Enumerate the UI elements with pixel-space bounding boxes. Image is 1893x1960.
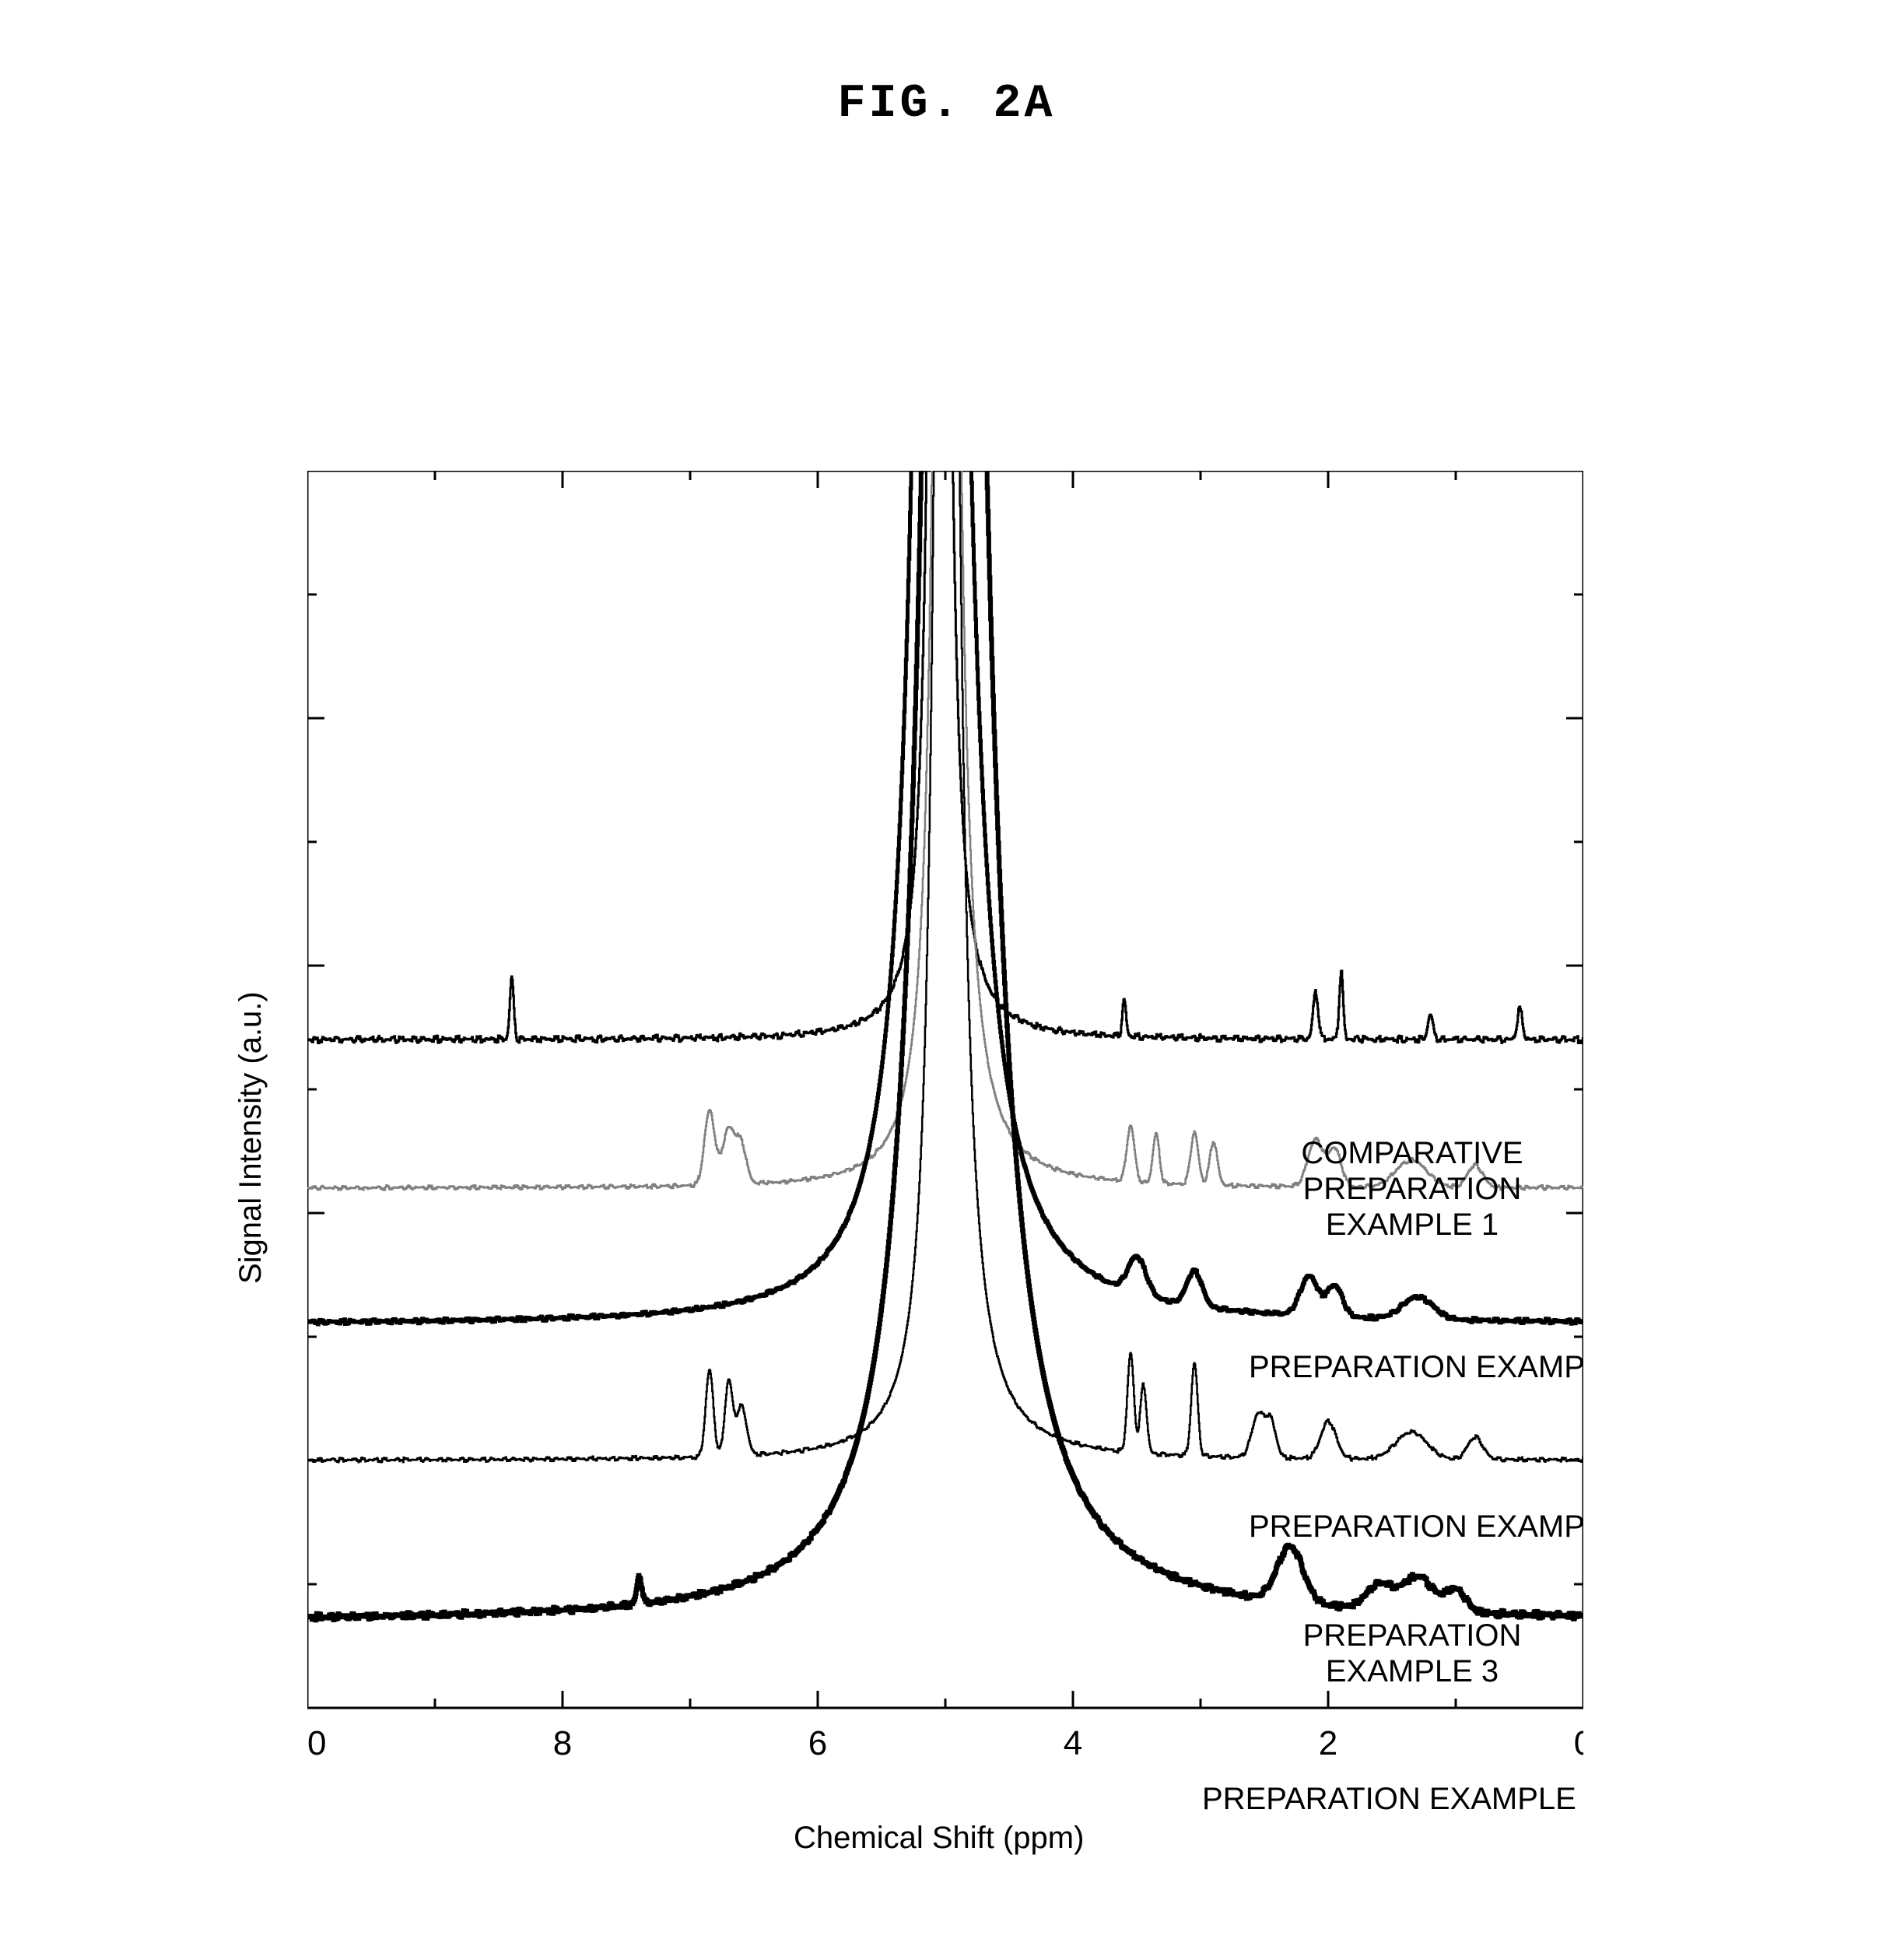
svg-text:EXAMPLE 1: EXAMPLE 1 bbox=[1326, 1208, 1499, 1242]
chart-container: 1086420COMPARATIVEPREPARATIONEXAMPLE 1PR… bbox=[307, 471, 1583, 1708]
nmr-chart: 1086420COMPARATIVEPREPARATIONEXAMPLE 1PR… bbox=[307, 471, 1583, 1817]
y-axis-label: Signal Intensity (a.u.) bbox=[233, 991, 268, 1284]
svg-text:8: 8 bbox=[553, 1724, 572, 1762]
series-label-0: COMPARATIVEPREPARATIONEXAMPLE 1 bbox=[1301, 1136, 1523, 1242]
series-label-2: PREPARATION EXAMPLE 2 bbox=[1249, 1509, 1583, 1544]
spectrum-0 bbox=[307, 471, 1583, 1043]
series-label-1: PREPARATION EXAMPLE 1 bbox=[1249, 1350, 1583, 1384]
svg-text:PREPARATION EXAMPLE 4: PREPARATION EXAMPLE 4 bbox=[1202, 1782, 1583, 1816]
series-label-4: PREPARATION EXAMPLE 4 bbox=[1202, 1782, 1583, 1816]
svg-text:10: 10 bbox=[307, 1724, 326, 1762]
svg-text:COMPARATIVE: COMPARATIVE bbox=[1301, 1136, 1523, 1170]
svg-text:2: 2 bbox=[1319, 1724, 1337, 1762]
svg-text:EXAMPLE 3: EXAMPLE 3 bbox=[1326, 1654, 1499, 1688]
x-axis-label: Chemical Shift (ppm) bbox=[794, 1821, 1084, 1856]
svg-text:0: 0 bbox=[1574, 1724, 1583, 1762]
spectrum-1 bbox=[307, 471, 1583, 1190]
svg-text:PREPARATION: PREPARATION bbox=[1303, 1618, 1522, 1653]
page-root: FIG. 2A 1086420COMPARATIVEPREPARATIONEXA… bbox=[0, 0, 1893, 1960]
svg-text:4: 4 bbox=[1064, 1724, 1082, 1762]
series-label-3: PREPARATIONEXAMPLE 3 bbox=[1303, 1618, 1522, 1688]
svg-text:PREPARATION EXAMPLE 1: PREPARATION EXAMPLE 1 bbox=[1249, 1350, 1583, 1384]
svg-text:PREPARATION EXAMPLE 2: PREPARATION EXAMPLE 2 bbox=[1249, 1509, 1583, 1544]
figure-title: FIG. 2A bbox=[0, 78, 1893, 131]
svg-text:PREPARATION: PREPARATION bbox=[1303, 1172, 1522, 1206]
spectrum-4 bbox=[307, 471, 1583, 1620]
svg-text:6: 6 bbox=[808, 1724, 827, 1762]
